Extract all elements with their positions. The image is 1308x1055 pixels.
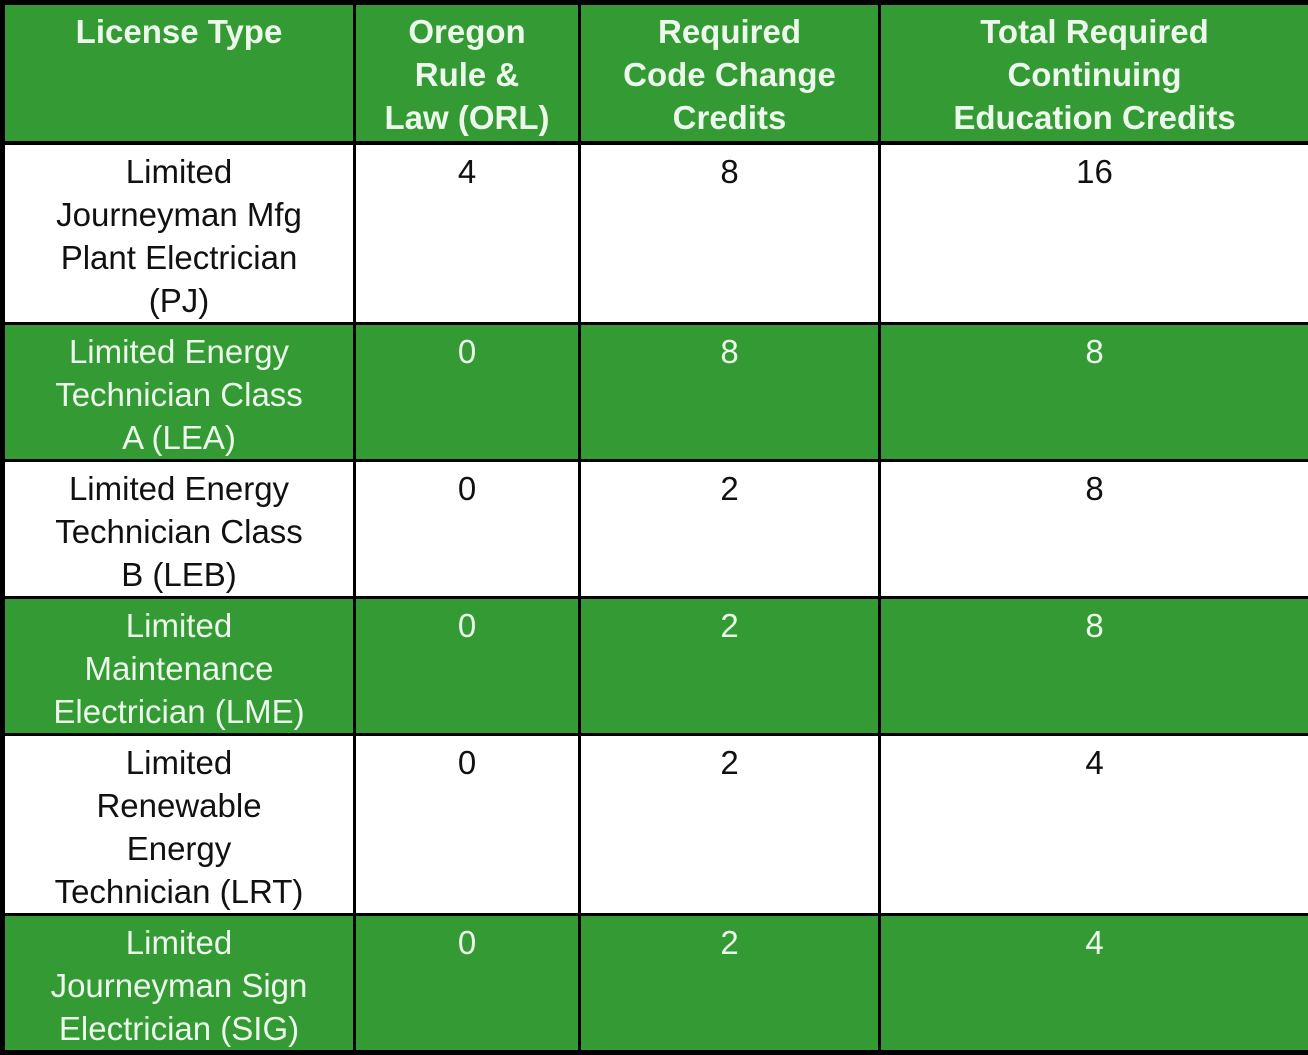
total-credits-cell: 8 — [880, 324, 1308, 461]
license-type-cell: Limited Journeyman Sign Electrician (SIG… — [3, 915, 355, 1053]
orl-credits-cell: 0 — [355, 915, 580, 1053]
column-header-oregon-rule-law: Oregon Rule & Law (ORL) — [355, 3, 580, 144]
total-credits-cell: 8 — [880, 461, 1308, 598]
table-row: Limited Energy Technician Class B (LEB) … — [3, 461, 1308, 598]
orl-credits-cell: 0 — [355, 735, 580, 915]
total-credits-cell: 4 — [880, 915, 1308, 1053]
total-credits-cell: 4 — [880, 735, 1308, 915]
table-row: Limited Energy Technician Class A (LEA) … — [3, 324, 1308, 461]
table-header-row: License Type Oregon Rule & Law (ORL) Req… — [3, 3, 1308, 144]
orl-credits-cell: 0 — [355, 598, 580, 735]
code-change-credits-cell: 2 — [580, 735, 880, 915]
license-type-cell: Limited Renewable Energy Technician (LRT… — [3, 735, 355, 915]
orl-credits-cell: 4 — [355, 143, 580, 324]
table-row: Limited Journeyman Sign Electrician (SIG… — [3, 915, 1308, 1053]
table-row: Limited Renewable Energy Technician (LRT… — [3, 735, 1308, 915]
orl-credits-cell: 0 — [355, 461, 580, 598]
table-row: Limited Maintenance Electrician (LME) 0 … — [3, 598, 1308, 735]
total-credits-cell: 16 — [880, 143, 1308, 324]
total-credits-cell: 8 — [880, 598, 1308, 735]
code-change-credits-cell: 2 — [580, 915, 880, 1053]
license-type-cell: Limited Energy Technician Class B (LEB) — [3, 461, 355, 598]
license-type-cell: Limited Maintenance Electrician (LME) — [3, 598, 355, 735]
column-header-total-education-credits: Total Required Continuing Education Cred… — [880, 3, 1308, 144]
code-change-credits-cell: 2 — [580, 598, 880, 735]
column-header-code-change-credits: Required Code Change Credits — [580, 3, 880, 144]
column-header-license-type: License Type — [3, 3, 355, 144]
license-type-cell: Limited Energy Technician Class A (LEA) — [3, 324, 355, 461]
code-change-credits-cell: 8 — [580, 324, 880, 461]
table-row: Limited Journeyman Mfg Plant Electrician… — [3, 143, 1308, 324]
orl-credits-cell: 0 — [355, 324, 580, 461]
code-change-credits-cell: 8 — [580, 143, 880, 324]
code-change-credits-cell: 2 — [580, 461, 880, 598]
license-type-cell: Limited Journeyman Mfg Plant Electrician… — [3, 143, 355, 324]
